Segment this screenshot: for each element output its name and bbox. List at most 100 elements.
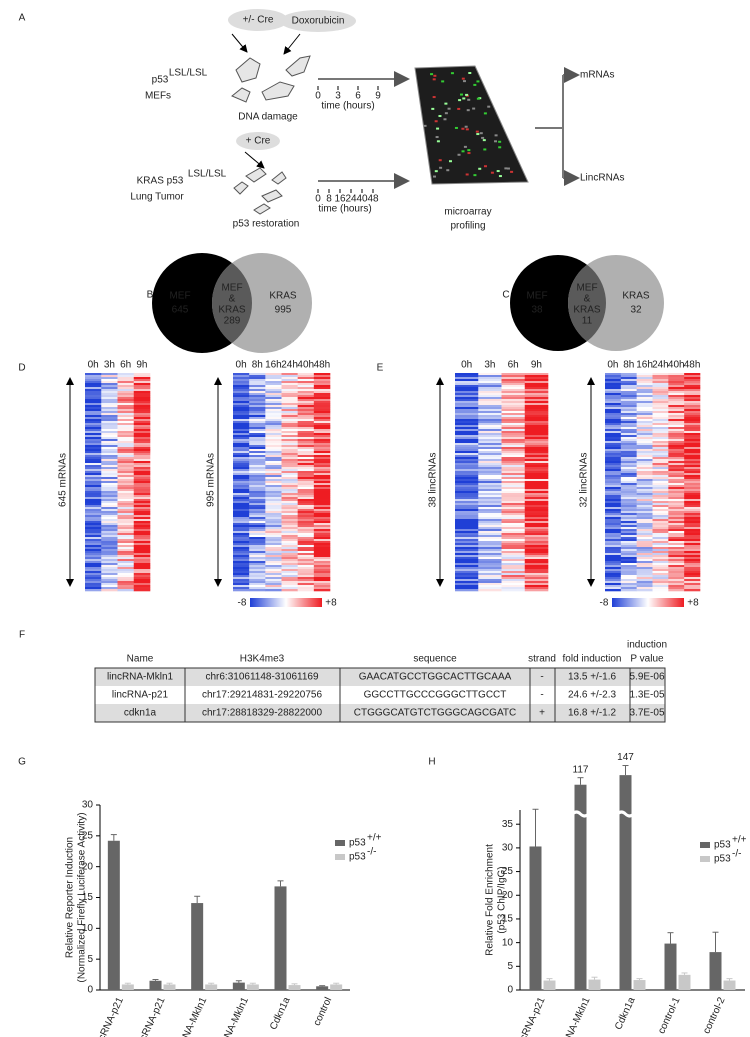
legend-swatch	[335, 854, 345, 860]
heatmap-cell	[478, 519, 502, 522]
heatmap-cell	[455, 439, 479, 442]
heatmap-cell	[478, 415, 502, 418]
heatmap-cell	[297, 479, 315, 482]
heatmap-cell	[652, 499, 669, 502]
heatmap-cell	[265, 503, 282, 506]
heatmap-cell	[620, 423, 637, 426]
heatmap-cell	[265, 451, 282, 454]
heatmap-cell	[684, 431, 701, 434]
heatmap-cell	[281, 509, 298, 512]
table-cell: chr6:31061148-31061169	[205, 672, 319, 683]
heatmap-cell	[233, 575, 250, 578]
heatmap-cell	[117, 467, 135, 470]
heatmap-cell	[85, 537, 102, 540]
heatmap-cell	[265, 421, 282, 424]
heatmap-cell	[133, 473, 151, 476]
heatmap-cell	[455, 471, 479, 474]
heatmap-cell	[620, 521, 637, 524]
bar	[288, 985, 301, 990]
heatmap-cell	[297, 395, 315, 398]
heatmap-cell	[636, 579, 653, 582]
heatmap-cell	[313, 489, 331, 492]
heatmap-cell	[265, 399, 282, 402]
heatmap-cell	[636, 385, 653, 388]
heatmap-cell	[281, 389, 298, 392]
heatmap-cell	[117, 581, 135, 584]
heatmap-cell	[620, 579, 637, 582]
heatmap-cell	[233, 559, 250, 562]
heatmap-cell	[101, 551, 118, 554]
heatmap-cell	[684, 375, 701, 378]
heatmap-cell	[668, 385, 685, 388]
heatmap-cell	[233, 533, 250, 536]
heatmap-cell	[684, 437, 701, 440]
heatmap-cell	[668, 425, 685, 428]
heatmap-cell	[524, 483, 549, 486]
heatmap-cell	[668, 431, 685, 434]
heatmap-cell	[620, 471, 637, 474]
heatmap-cell	[478, 375, 502, 378]
heatmap-cell	[652, 437, 669, 440]
heatmap-cell	[636, 487, 653, 490]
heatmap-cell	[478, 521, 502, 524]
heatmap-cell	[117, 541, 135, 544]
heatmap-cell	[265, 543, 282, 546]
heatmap-cell	[478, 501, 502, 504]
heatmap-cell	[524, 575, 549, 578]
heatmap-cell	[605, 527, 622, 530]
heatmap-cell	[478, 493, 502, 496]
label: 645	[172, 305, 189, 316]
heatmap-cell	[297, 569, 315, 572]
heatmap-cell	[101, 415, 118, 418]
heatmap-cell	[281, 383, 298, 386]
heatmap-cell	[133, 481, 151, 484]
heatmap-cell	[313, 433, 331, 436]
heatmap-cell	[313, 545, 331, 548]
heatmap-cell	[313, 413, 331, 416]
heatmap-cell	[265, 531, 282, 534]
heatmap-cell	[133, 505, 151, 508]
heatmap-cell	[117, 477, 135, 480]
heatmap-cell	[133, 399, 151, 402]
array-spot	[434, 120, 438, 123]
heatmap-cell	[101, 467, 118, 470]
heatmap-cell	[297, 587, 315, 590]
heatmap-cell	[652, 469, 669, 472]
heatmap-cell	[668, 455, 685, 458]
heatmap-cell	[101, 423, 118, 426]
table-header: induction	[627, 640, 667, 651]
heatmap-cell	[297, 403, 315, 406]
heatmap-cell	[85, 521, 102, 524]
heatmap-cell	[668, 545, 685, 548]
heatmap-cell	[478, 535, 502, 538]
heatmap-cell	[265, 433, 282, 436]
heatmap-cell	[684, 407, 701, 410]
heatmap-cell	[478, 547, 502, 550]
heatmap-cell	[281, 435, 298, 438]
heatmap-cell	[117, 403, 135, 406]
heatmap-cell	[249, 401, 266, 404]
heatmap-cell	[233, 401, 250, 404]
heatmap-cell	[652, 523, 669, 526]
heatmap-cell	[297, 557, 315, 560]
heatmap-cell	[684, 461, 701, 464]
heatmap-cell	[501, 451, 526, 454]
array-spot	[496, 170, 500, 173]
heatmap-cell	[85, 525, 102, 528]
heatmap-cell	[524, 449, 549, 452]
heatmap-cell	[297, 477, 315, 480]
heatmap-cell	[652, 449, 669, 452]
heatmap-cell	[620, 429, 637, 432]
heatmap-cell	[620, 541, 637, 544]
heatmap-cell	[478, 483, 502, 486]
heatmap-cell	[455, 427, 479, 430]
data-label: 117	[573, 764, 589, 775]
array-spot	[433, 175, 437, 178]
heatmap-cell	[605, 387, 622, 390]
heatmap-cell	[265, 485, 282, 488]
array-spot	[443, 118, 447, 121]
heatmap-cell	[524, 539, 549, 542]
heatmap-cell	[668, 447, 685, 450]
heatmap-cell	[668, 563, 685, 566]
heatmap-cell	[233, 585, 250, 588]
